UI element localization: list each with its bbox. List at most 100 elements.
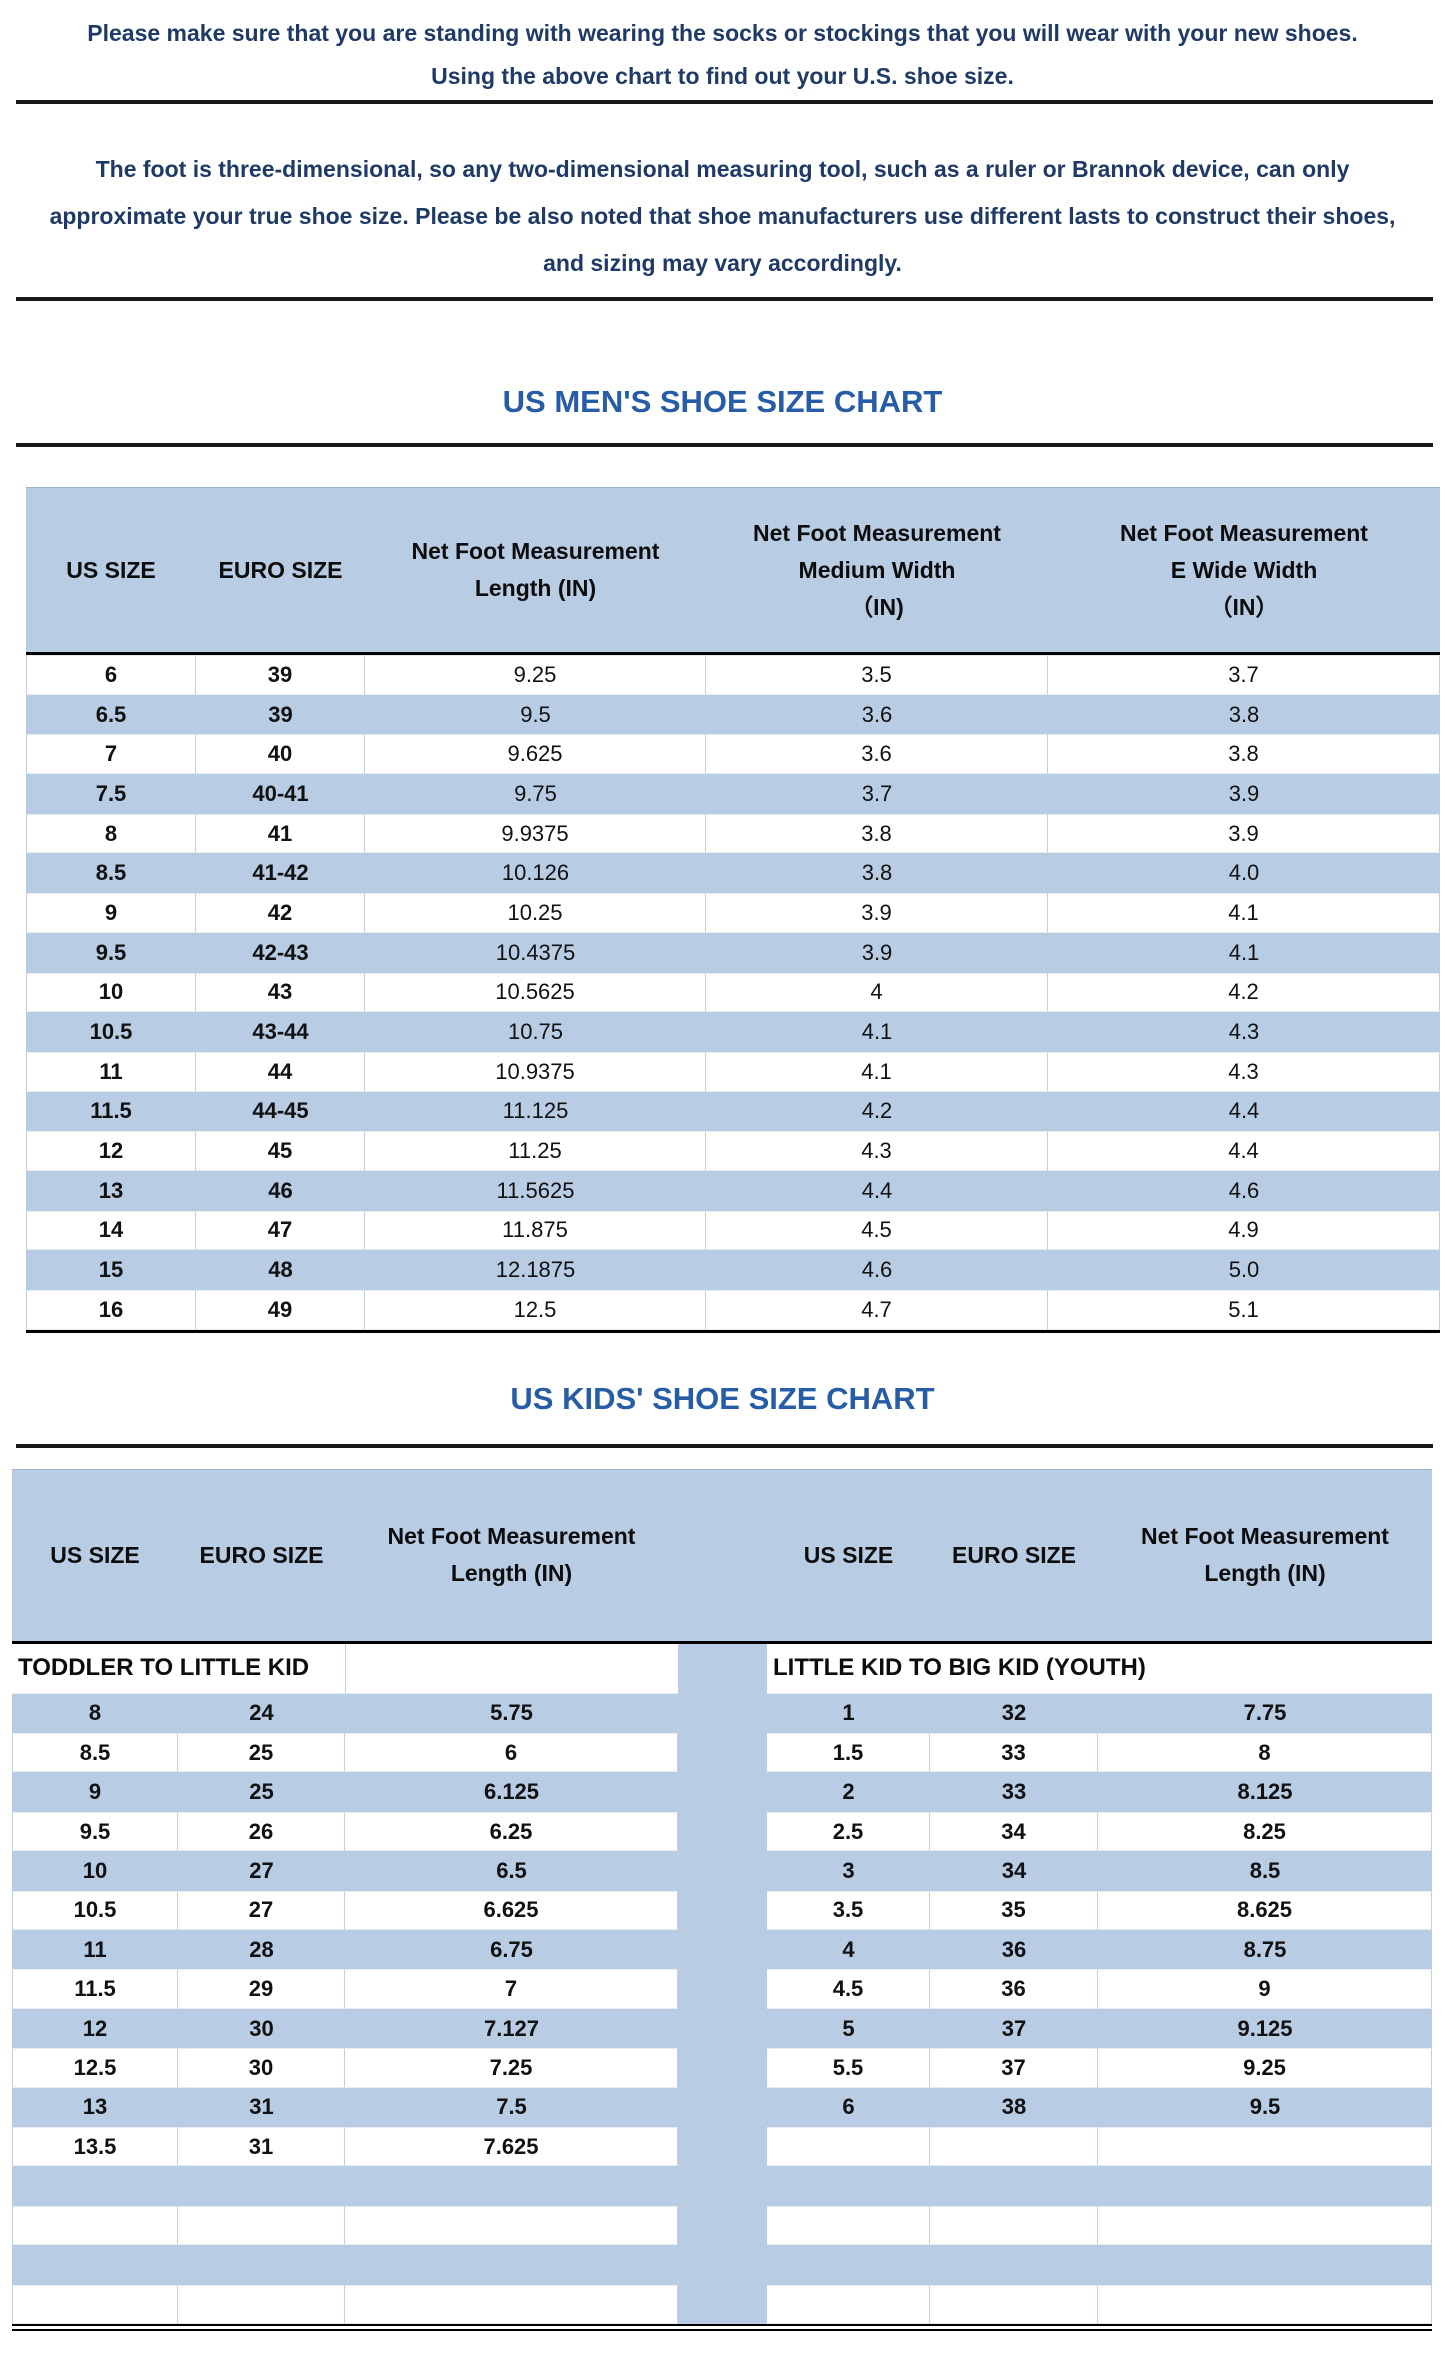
medium-width-cell: 3.9: [706, 893, 1048, 933]
us-size-cell-left: [12, 2205, 178, 2246]
euro-size-cell-right: 34: [1001, 1857, 1027, 1883]
e-wide-width-cell: 4.4: [1228, 1098, 1260, 1124]
table-row: 12.5 30 7.25 5.5 37 9.25: [12, 2048, 1432, 2088]
middle-spacer: [678, 1643, 767, 1694]
euro-size-cell: 44-45: [252, 1098, 309, 1124]
us-size-cell: 6.5: [95, 701, 127, 727]
euro-size-cell: 42: [196, 893, 365, 933]
us-size-cell-left: 9.5: [12, 1811, 178, 1852]
column-header-us-size-left: US SIZE: [50, 1541, 140, 1568]
euro-size-cell-left: 28: [249, 1936, 274, 1962]
length-cell-left: [345, 2166, 678, 2205]
table-row: 12 30 7.127 5 37 9.125: [12, 2008, 1432, 2049]
e-wide-width-cell: 4.0: [1228, 860, 1260, 886]
medium-width-cell: 4.1: [706, 1051, 1048, 1092]
length-cell: 10.25: [365, 893, 706, 933]
length-cell-right: 7.75: [1243, 1700, 1287, 1726]
length-cell-right: 8.125: [1237, 1779, 1293, 1805]
medium-width-cell: 3.5: [706, 655, 1048, 695]
column-header-length-left: Net Foot Measurement Length (IN): [387, 1523, 636, 1587]
us-size-cell-left: 10.5: [12, 1890, 178, 1931]
column-header-euro-size-left: EURO SIZE: [199, 1541, 324, 1568]
toddler-section-label: TODDLER TO LITTLE KID: [12, 1644, 345, 1694]
column-header-euro-size-right: EURO SIZE: [952, 1541, 1076, 1568]
length-cell-left: 6.5: [496, 1857, 527, 1883]
us-size-cell: 7.5: [95, 780, 127, 806]
euro-size-cell: 49: [196, 1290, 365, 1330]
length-cell-right: [1098, 2205, 1432, 2246]
euro-size-cell: 43-44: [252, 1019, 309, 1045]
medium-width-cell: 3.8: [861, 860, 893, 886]
us-size-cell-right: 3: [842, 1857, 855, 1883]
us-size-cell-right: 1.5: [767, 1733, 930, 1773]
medium-width-cell: 4.2: [861, 1098, 893, 1124]
middle-spacer: [678, 1733, 767, 1773]
length-cell-left: 7.625: [345, 2126, 678, 2167]
mens-table-body: 6 39 9.25 3.5 3.7 6.5 39 9.5 3.6 3.8 7 4: [26, 655, 1440, 1330]
e-wide-width-cell: 4.9: [1048, 1210, 1440, 1251]
middle-spacer: [678, 1693, 767, 1734]
length-cell-left: 6.125: [483, 1779, 540, 1805]
euro-size-cell-right: 36: [1001, 1936, 1027, 1962]
euro-size-cell-left: 25: [249, 1779, 274, 1805]
mens-size-table: US SIZE EURO SIZE Net Foot Measurement L…: [26, 487, 1440, 1333]
e-wide-width-cell: 4.2: [1048, 972, 1440, 1013]
e-wide-width-cell: 3.7: [1048, 655, 1440, 695]
euro-size-cell-right: 37: [1001, 2015, 1027, 2041]
e-wide-width-cell: 4.4: [1048, 1131, 1440, 1171]
us-size-cell: 9.5: [95, 939, 127, 965]
medium-width-cell: 4.3: [706, 1131, 1048, 1171]
us-size-cell: 10.5: [89, 1019, 133, 1045]
table-row: 8 41 9.9375 3.8 3.9: [26, 813, 1440, 854]
us-size-cell: 7: [26, 734, 196, 775]
middle-spacer: [678, 2048, 767, 2088]
length-cell-right: 8.625: [1098, 1890, 1432, 1931]
us-size-cell-left: 11: [83, 1936, 107, 1962]
column-header-length: Net Foot Measurement Length (IN): [411, 538, 660, 601]
kids-chart-title: US KIDS' SHOE SIZE CHART: [510, 1380, 935, 1416]
length-cell-right: [1098, 2126, 1432, 2167]
us-size-cell-left: 11.5: [12, 1969, 178, 2009]
us-size-cell-right: [767, 2166, 930, 2205]
euro-size-cell-right: [930, 2126, 1098, 2167]
euro-size-cell-right: 32: [1001, 1700, 1027, 1726]
us-size-cell: 11.5: [90, 1098, 132, 1124]
kids-table-header-row: US SIZE EURO SIZE Net Foot Measurement L…: [12, 1468, 1432, 1644]
length-cell-left: 7: [345, 1969, 678, 2009]
e-wide-width-cell: 4.1: [1048, 893, 1440, 933]
length-cell: 11.125: [502, 1098, 569, 1124]
table-row: 15 48 12.1875 4.6 5.0: [26, 1250, 1440, 1290]
medium-width-cell: 3.7: [861, 780, 893, 806]
us-size-cell-right: 2: [842, 1779, 855, 1805]
kids-section-label-row: TODDLER TO LITTLE KID LITTLE KID TO BIG …: [12, 1643, 1432, 1694]
euro-size-cell-left: 31: [178, 2126, 345, 2167]
table-row: 13 46 11.5625 4.4 4.6: [26, 1170, 1440, 1211]
length-cell-left: [345, 2245, 678, 2284]
medium-width-cell: 3.9: [861, 939, 893, 965]
middle-spacer: [678, 1930, 767, 1970]
table-row: 8.5 25 6 1.5 33 8: [12, 1733, 1432, 1773]
medium-width-cell: 4: [706, 972, 1048, 1013]
euro-size-cell: 47: [196, 1210, 365, 1251]
column-header-e-wide-width: Net Foot Measurement E Wide Width （IN）: [1120, 519, 1368, 620]
euro-size-cell: 42-43: [252, 939, 309, 965]
us-size-cell-right: 6: [842, 2094, 855, 2120]
mens-chart-title: US MEN'S SHOE SIZE CHART: [502, 384, 943, 419]
table-row: 9.5 26 6.25 2.5 34 8.25: [12, 1811, 1432, 1852]
e-wide-width-cell: 5.0: [1228, 1257, 1260, 1283]
length-cell-right: 9.5: [1249, 2094, 1281, 2120]
euro-size-cell: 41-42: [252, 860, 309, 886]
length-cell-right: 8: [1098, 1733, 1432, 1773]
table-row: 11 44 10.9375 4.1 4.3: [26, 1051, 1440, 1092]
length-cell-left: 6.625: [345, 1890, 678, 1931]
us-size-cell-left: 13: [82, 2094, 108, 2120]
separator-line: [16, 100, 1433, 104]
medium-width-cell: 4.5: [706, 1210, 1048, 1251]
e-wide-width-cell: 4.3: [1228, 1019, 1260, 1045]
us-size-cell-left: [12, 2284, 178, 2324]
column-header-euro-size: EURO SIZE: [218, 556, 343, 583]
length-cell: 12.5: [365, 1290, 706, 1330]
table-row: 14 47 11.875 4.5 4.9: [26, 1210, 1440, 1251]
length-cell-right: 9.25: [1098, 2048, 1432, 2088]
medium-width-cell: 4.1: [861, 1019, 893, 1045]
